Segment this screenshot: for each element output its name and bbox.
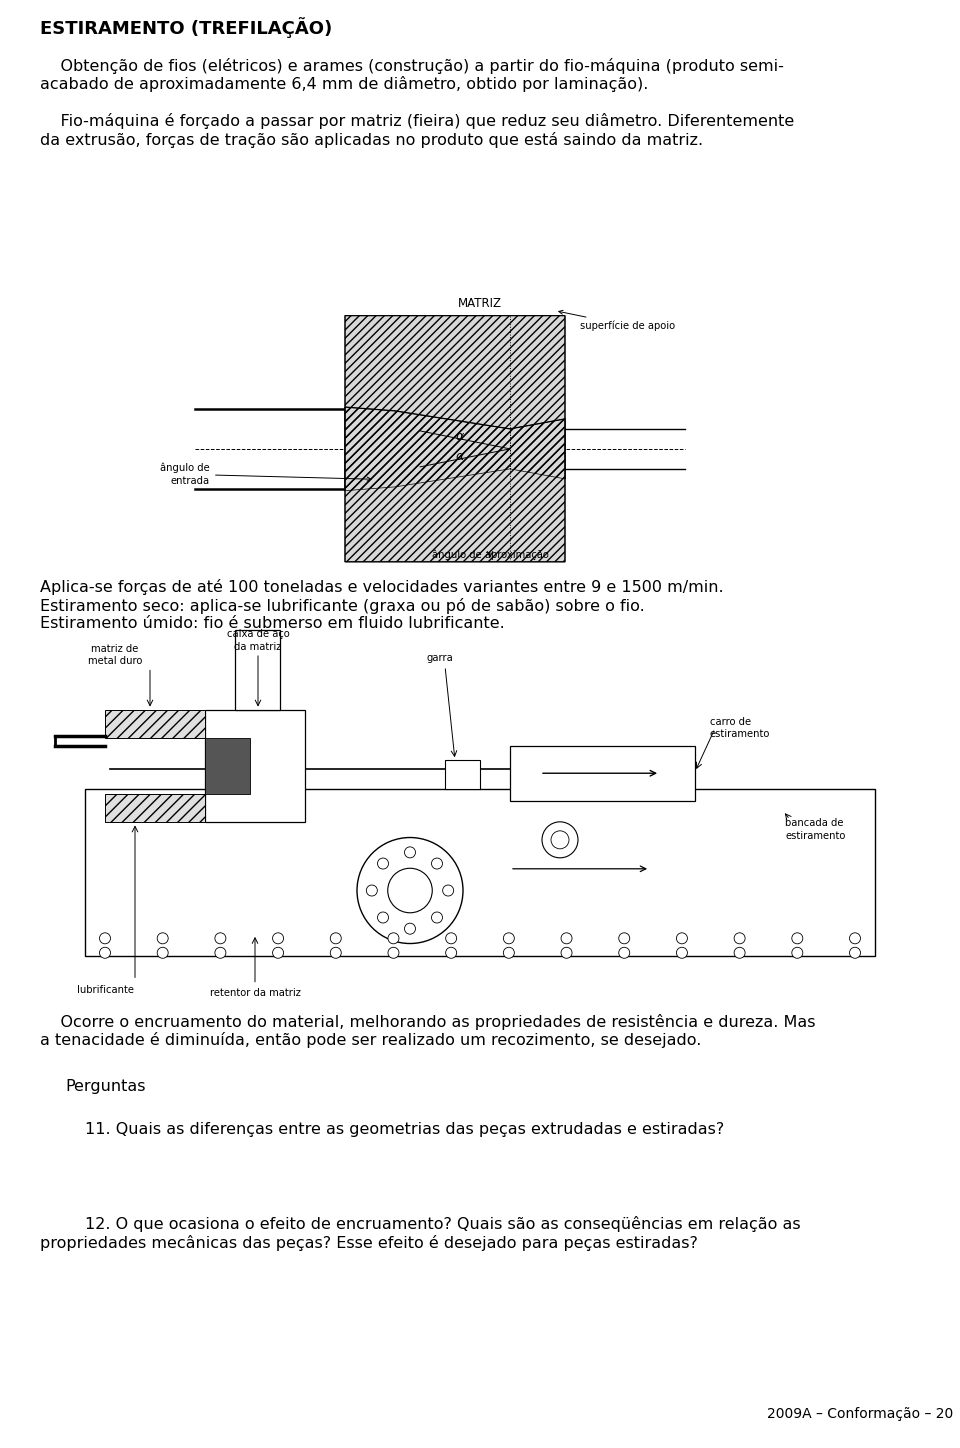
Circle shape bbox=[734, 933, 745, 944]
Text: MATRIZ: MATRIZ bbox=[458, 297, 502, 310]
Text: da extrusão, forças de tração são aplicadas no produto que está saindo da matriz: da extrusão, forças de tração são aplica… bbox=[40, 132, 703, 148]
Circle shape bbox=[100, 933, 110, 944]
Circle shape bbox=[377, 859, 389, 869]
Circle shape bbox=[850, 947, 860, 959]
Text: Obtenção de fios (elétricos) e arames (construção) a partir do fio-máquina (prod: Obtenção de fios (elétricos) e arames (c… bbox=[40, 58, 784, 74]
FancyBboxPatch shape bbox=[510, 746, 695, 801]
Circle shape bbox=[443, 885, 454, 896]
Circle shape bbox=[100, 947, 110, 959]
Text: retentor da matriz: retentor da matriz bbox=[209, 988, 300, 998]
Text: 2009A – Conformação – 20: 2009A – Conformação – 20 bbox=[767, 1407, 953, 1422]
Circle shape bbox=[388, 933, 399, 944]
Circle shape bbox=[619, 947, 630, 959]
Text: caixa de aço
da matriz: caixa de aço da matriz bbox=[227, 630, 289, 652]
FancyBboxPatch shape bbox=[85, 789, 875, 956]
Circle shape bbox=[677, 947, 687, 959]
Text: Estiramento úmido: fio é submerso em fluido lubrificante.: Estiramento úmido: fio é submerso em flu… bbox=[40, 617, 505, 631]
Polygon shape bbox=[205, 738, 250, 794]
Text: bancada de
estiramento: bancada de estiramento bbox=[785, 818, 846, 840]
Circle shape bbox=[377, 912, 389, 922]
Text: Ocorre o encruamento do material, melhorando as propriedades de resistência e du: Ocorre o encruamento do material, melhor… bbox=[40, 1014, 815, 1030]
Circle shape bbox=[734, 947, 745, 959]
Polygon shape bbox=[345, 316, 565, 491]
Circle shape bbox=[677, 933, 687, 944]
Circle shape bbox=[157, 933, 168, 944]
Text: superfície de apoio: superfície de apoio bbox=[559, 310, 675, 332]
Circle shape bbox=[445, 947, 457, 959]
Text: ESTIRAMENTO (TREFILAÇÃO): ESTIRAMENTO (TREFILAÇÃO) bbox=[40, 17, 332, 38]
Circle shape bbox=[619, 933, 630, 944]
Circle shape bbox=[367, 885, 377, 896]
Text: Fio-máquina é forçado a passar por matriz (fieira) que reduz seu diâmetro. Difer: Fio-máquina é forçado a passar por matri… bbox=[40, 113, 794, 129]
FancyBboxPatch shape bbox=[205, 710, 305, 822]
Text: propriedades mecânicas das peças? Esse efeito é desejado para peças estiradas?: propriedades mecânicas das peças? Esse e… bbox=[40, 1235, 698, 1251]
FancyBboxPatch shape bbox=[235, 630, 280, 710]
Circle shape bbox=[503, 947, 515, 959]
Circle shape bbox=[542, 822, 578, 857]
Text: a tenacidade é diminuída, então pode ser realizado um recozimento, se desejado.: a tenacidade é diminuída, então pode ser… bbox=[40, 1032, 702, 1048]
Circle shape bbox=[445, 933, 457, 944]
Text: carro de
estiramento: carro de estiramento bbox=[710, 717, 770, 738]
Circle shape bbox=[561, 947, 572, 959]
Circle shape bbox=[215, 947, 226, 959]
Text: $\alpha$: $\alpha$ bbox=[455, 450, 465, 463]
Circle shape bbox=[157, 947, 168, 959]
Circle shape bbox=[388, 869, 432, 912]
Circle shape bbox=[404, 847, 416, 857]
Circle shape bbox=[330, 947, 341, 959]
Circle shape bbox=[431, 912, 443, 922]
Circle shape bbox=[503, 933, 515, 944]
Circle shape bbox=[792, 933, 803, 944]
Circle shape bbox=[404, 924, 416, 934]
Text: 11. Quais as diferenças entre as geometrias das peças extrudadas e estiradas?: 11. Quais as diferenças entre as geometr… bbox=[85, 1122, 724, 1137]
Text: Estiramento seco: aplica-se lubrificante (graxa ou pó de sabão) sobre o fio.: Estiramento seco: aplica-se lubrificante… bbox=[40, 598, 645, 614]
Text: $\alpha$: $\alpha$ bbox=[455, 430, 465, 443]
Circle shape bbox=[561, 933, 572, 944]
Text: Perguntas: Perguntas bbox=[65, 1079, 146, 1093]
Text: garra: garra bbox=[426, 653, 453, 663]
Circle shape bbox=[215, 933, 226, 944]
Circle shape bbox=[850, 933, 860, 944]
Circle shape bbox=[357, 837, 463, 944]
Text: ângulo de
entrada: ângulo de entrada bbox=[160, 463, 372, 485]
Circle shape bbox=[273, 947, 283, 959]
Circle shape bbox=[273, 933, 283, 944]
Circle shape bbox=[551, 831, 569, 849]
Polygon shape bbox=[105, 794, 205, 822]
Text: matriz de
metal duro: matriz de metal duro bbox=[87, 644, 142, 666]
Polygon shape bbox=[345, 407, 565, 562]
FancyBboxPatch shape bbox=[445, 760, 480, 789]
Circle shape bbox=[388, 947, 399, 959]
Text: lubrificante: lubrificante bbox=[77, 985, 133, 995]
Text: 12. O que ocasiona o efeito de encruamento? Quais são as conseqüências em relaçã: 12. O que ocasiona o efeito de encruamen… bbox=[85, 1216, 801, 1232]
Circle shape bbox=[330, 933, 341, 944]
Circle shape bbox=[431, 859, 443, 869]
Circle shape bbox=[792, 947, 803, 959]
Polygon shape bbox=[105, 710, 205, 738]
Text: acabado de aproximadamente 6,4 mm de diâmetro, obtido por laminação).: acabado de aproximadamente 6,4 mm de diâ… bbox=[40, 77, 648, 93]
Text: Aplica-se forças de até 100 toneladas e velocidades variantes entre 9 e 1500 m/m: Aplica-se forças de até 100 toneladas e … bbox=[40, 579, 724, 595]
Text: ângulo de aproximação: ângulo de aproximação bbox=[432, 550, 548, 560]
